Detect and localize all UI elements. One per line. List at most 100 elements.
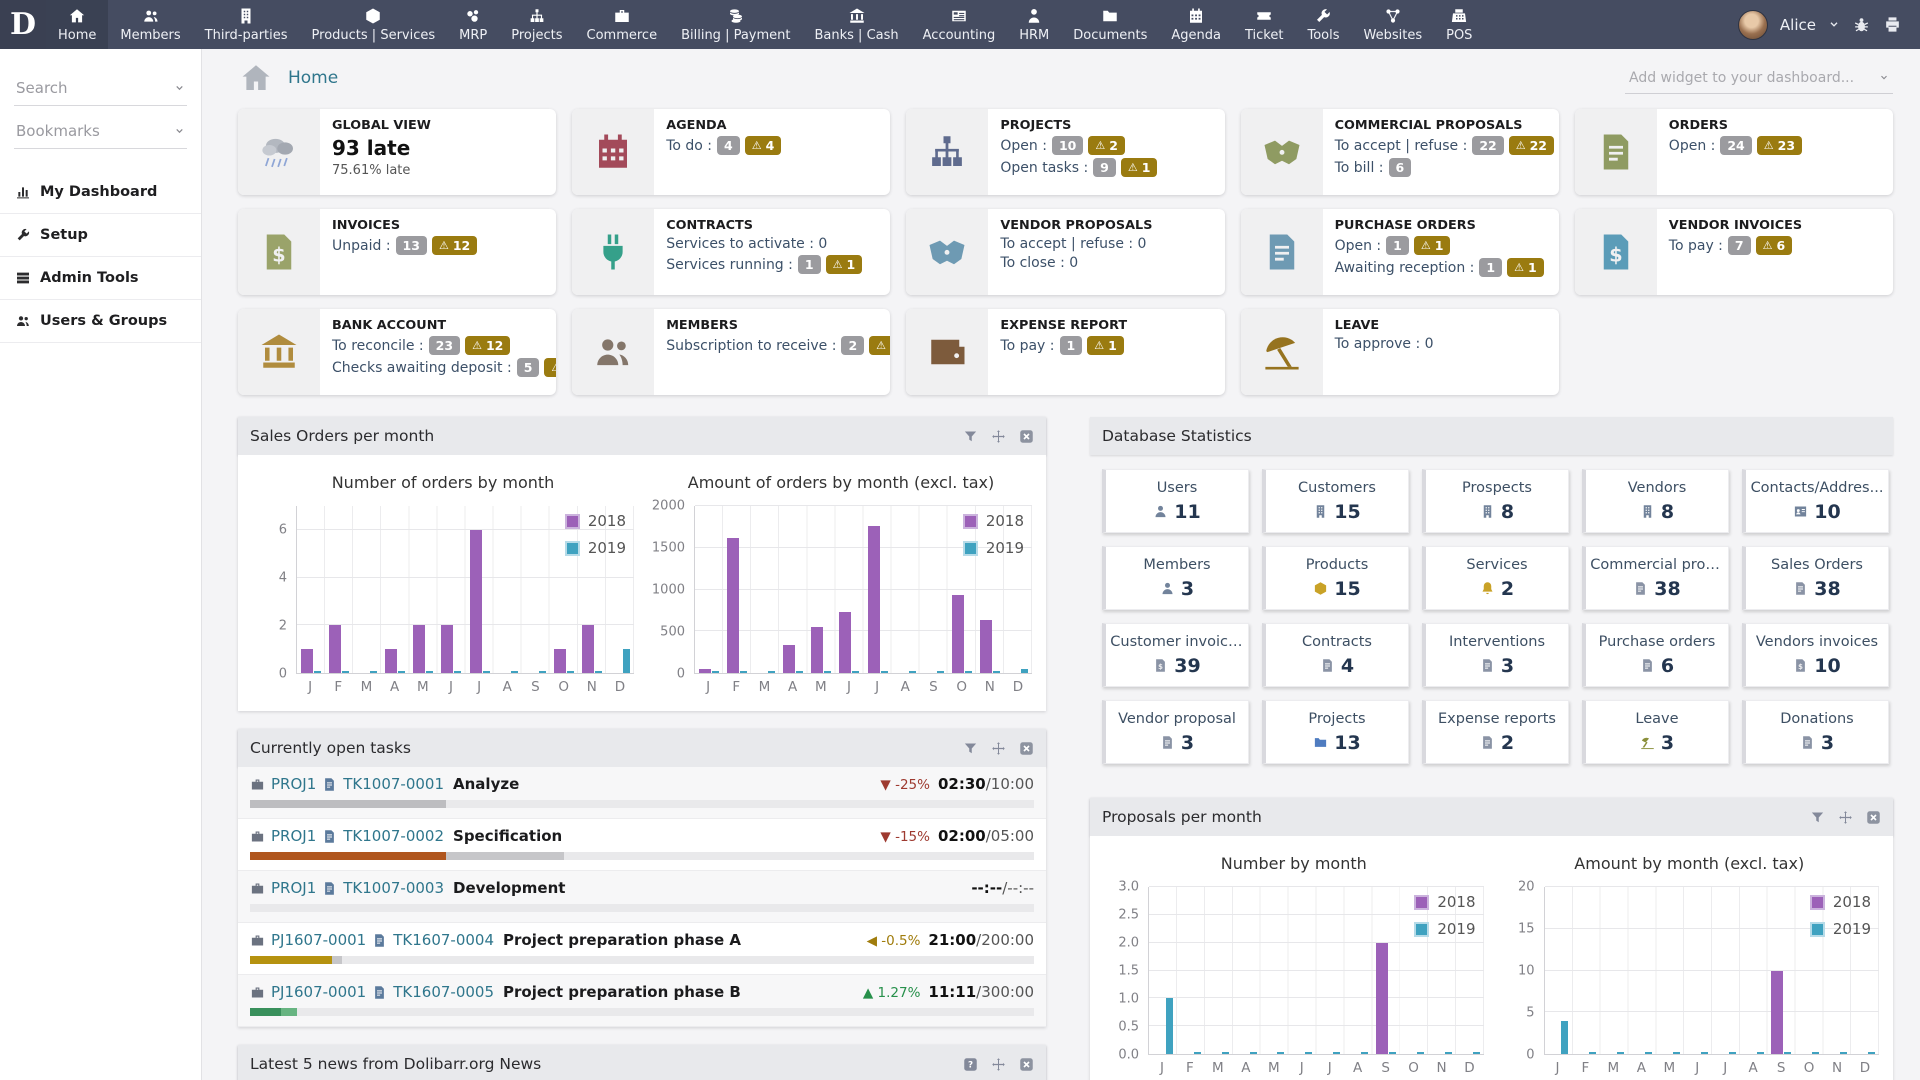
y-tick-label: 2.5 <box>1118 907 1139 923</box>
count-badge: 22 <box>1472 136 1504 155</box>
stat-box-sales-orders[interactable]: Sales Orders 38 <box>1742 546 1889 610</box>
card-vendor-proposals[interactable]: VENDOR PROPOSALS To accept | refuse : 0 To… <box>906 209 1225 295</box>
bookmarks-select[interactable]: Bookmarks <box>14 114 187 149</box>
task-name[interactable]: Project preparation phase A <box>503 931 741 949</box>
nav-item-tools[interactable]: Tools <box>1295 0 1351 49</box>
sidebar-item-setup[interactable]: Setup <box>0 214 201 257</box>
nav-item-documents[interactable]: Documents <box>1061 0 1159 49</box>
building-icon <box>1313 504 1328 519</box>
stat-number: 11 <box>1174 500 1201 523</box>
stat-box-products[interactable]: Products 15 <box>1262 546 1409 610</box>
card-purchase-orders[interactable]: PURCHASE ORDERS Open :1 ⚠ 1 Awaiting recepti… <box>1240 209 1559 295</box>
stat-box-users[interactable]: Users 11 <box>1102 469 1249 533</box>
task-ref-link[interactable]: TK1007-0003 <box>343 879 445 897</box>
stat-box-interventions[interactable]: Interventions 3 <box>1422 623 1569 687</box>
card-invoices[interactable]: INVOICES Unpaid :13 ⚠ 12 <box>238 209 557 295</box>
filter-icon[interactable] <box>963 429 978 444</box>
card-agenda[interactable]: AGENDA To do : 4 ⚠ 4 <box>572 109 891 195</box>
nav-item-products-services[interactable]: Products | Services <box>300 0 448 49</box>
project-ref-link[interactable]: PROJ1 <box>271 775 317 793</box>
card-expense-report[interactable]: EXPENSE REPORT To pay :1 ⚠ 1 <box>906 309 1225 395</box>
nav-item-mrp[interactable]: MRP <box>447 0 499 49</box>
bar-group-J6 <box>1712 887 1740 1054</box>
sidebar-item-my-dashboard[interactable]: My Dashboard <box>0 171 201 214</box>
stat-box-purchase-orders[interactable]: Purchase orders 6 <box>1582 623 1729 687</box>
task-ref-link[interactable]: TK1607-0005 <box>393 983 494 1001</box>
count-badge: 24 <box>1720 136 1752 155</box>
user-name[interactable]: Alice <box>1779 15 1816 34</box>
nav-item-billing-payment[interactable]: Billing | Payment <box>669 0 802 49</box>
task-ref-link[interactable]: TK1007-0002 <box>343 827 445 845</box>
task-name[interactable]: Project preparation phase B <box>503 983 741 1001</box>
filter-icon[interactable] <box>963 741 978 756</box>
sidebar-item-users-groups[interactable]: Users & Groups <box>0 300 201 343</box>
nav-item-pos[interactable]: POS <box>1434 0 1484 49</box>
card-contracts[interactable]: CONTRACTS Services to activate : 0 Service… <box>572 209 891 295</box>
task-name[interactable]: Development <box>453 879 566 897</box>
stat-box-members[interactable]: Members 3 <box>1102 546 1249 610</box>
nav-item-accounting[interactable]: Accounting <box>911 0 1008 49</box>
avatar[interactable] <box>1737 9 1768 40</box>
card-members[interactable]: MEMBERS Subscription to receive :2⚠2 <box>572 309 891 395</box>
stat-box-contracts[interactable]: Contracts 4 <box>1262 623 1409 687</box>
nav-item-home[interactable]: Home <box>46 0 109 49</box>
stat-box-projects[interactable]: Projects 13 <box>1262 700 1409 764</box>
stat-box-expense-reports[interactable]: Expense reports 2 <box>1422 700 1569 764</box>
stat-box-vendor-proposal[interactable]: Vendor proposal 3 <box>1102 700 1249 764</box>
card-commercial-proposals[interactable]: COMMERCIAL PROPOSALS To accept | refuse :… <box>1240 109 1559 195</box>
card-stat-line: Checks awaiting deposit :5⚠5 <box>332 358 557 377</box>
stat-box-donations[interactable]: Donations 3 <box>1742 700 1889 764</box>
task-name[interactable]: Specification <box>453 827 563 845</box>
dolibarr-logo[interactable]: D <box>0 0 46 49</box>
card-orders[interactable]: ORDERS Open :24 ⚠ 23 <box>1574 109 1893 195</box>
close-icon[interactable] <box>1019 1057 1034 1072</box>
card-global-view[interactable]: GLOBAL VIEW 93 late 75.61% late <box>238 109 557 195</box>
stat-box-vendors[interactable]: Vendors 8 <box>1582 469 1729 533</box>
card-projects[interactable]: PROJECTS Open :10 ⚠ 2 Open tasks :9 ⚠ 1 <box>906 109 1225 195</box>
stat-box-customers[interactable]: Customers 15 <box>1262 469 1409 533</box>
stat-box-services[interactable]: Services 2 <box>1422 546 1569 610</box>
project-ref-link[interactable]: PROJ1 <box>271 827 317 845</box>
count-badge: 6 <box>1388 158 1412 177</box>
move-icon[interactable] <box>991 1057 1006 1072</box>
task-ref-link[interactable]: TK1607-0004 <box>393 931 494 949</box>
nav-item-websites[interactable]: Websites <box>1352 0 1435 49</box>
close-icon[interactable] <box>1866 810 1881 825</box>
add-widget-select[interactable]: Add widget to your dashboard... <box>1625 63 1893 94</box>
nav-item-agenda[interactable]: Agenda <box>1159 0 1233 49</box>
project-ref-link[interactable]: PROJ1 <box>271 879 317 897</box>
stat-box-vendors-invoices[interactable]: Vendors invoices 10 <box>1742 623 1889 687</box>
task-name[interactable]: Analyze <box>453 775 520 793</box>
card-vendor-invoices[interactable]: VENDOR INVOICES To pay :7 ⚠ 6 <box>1574 209 1893 295</box>
help-icon[interactable] <box>963 1057 978 1072</box>
card-bank-account[interactable]: BANK ACCOUNT To reconcile :23 ⚠ 12 Checks aw… <box>238 309 557 395</box>
nav-item-commerce[interactable]: Commerce <box>575 0 670 49</box>
search-select[interactable]: Search <box>14 71 187 106</box>
stat-box-leave[interactable]: Leave 3 <box>1582 700 1729 764</box>
sidebar-item-admin-tools[interactable]: Admin Tools <box>0 257 201 300</box>
print-icon[interactable] <box>1883 15 1902 34</box>
filter-icon[interactable] <box>1810 810 1825 825</box>
card-leave[interactable]: LEAVE To approve : 0 <box>1240 309 1559 395</box>
nav-item-hrm[interactable]: HRM <box>1007 0 1061 49</box>
move-icon[interactable] <box>991 429 1006 444</box>
close-icon[interactable] <box>1019 429 1034 444</box>
stat-box-contacts-addres-[interactable]: Contacts/Addres... 10 <box>1742 469 1889 533</box>
stat-box-prospects[interactable]: Prospects 8 <box>1422 469 1569 533</box>
nav-item-ticket[interactable]: Ticket <box>1233 0 1295 49</box>
nav-item-third-parties[interactable]: Third-parties <box>193 0 300 49</box>
nav-item-banks-cash[interactable]: Banks | Cash <box>803 0 911 49</box>
stat-box-customer-invoices[interactable]: Customer invoices 39 <box>1102 623 1249 687</box>
project-ref-link[interactable]: PJ1607-0001 <box>271 983 367 1001</box>
warning-badge: ⚠ 6 <box>1755 236 1793 255</box>
task-ref-link[interactable]: TK1007-0001 <box>343 775 445 793</box>
move-icon[interactable] <box>991 741 1006 756</box>
bug-icon[interactable] <box>1852 15 1871 34</box>
stat-box-commercial-prop-[interactable]: Commercial prop... 38 <box>1582 546 1729 610</box>
nav-item-members[interactable]: Members <box>108 0 192 49</box>
close-icon[interactable] <box>1019 741 1034 756</box>
chevron-down-icon[interactable] <box>1828 19 1840 31</box>
nav-item-projects[interactable]: Projects <box>499 0 574 49</box>
project-ref-link[interactable]: PJ1607-0001 <box>271 931 367 949</box>
move-icon[interactable] <box>1838 810 1853 825</box>
